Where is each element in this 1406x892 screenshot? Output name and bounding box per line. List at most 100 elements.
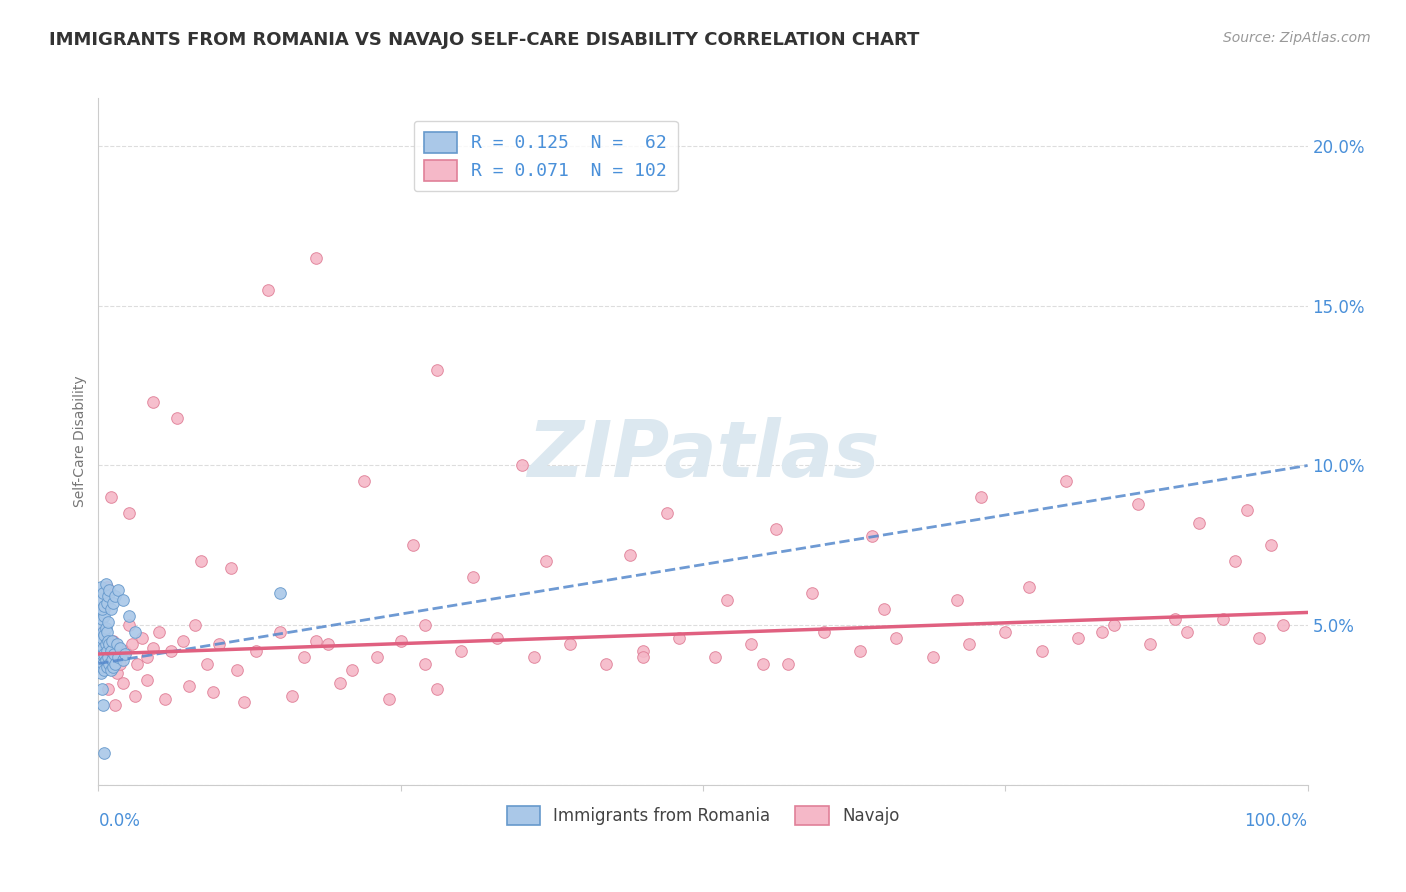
Point <box>523 650 546 665</box>
Point <box>118 618 141 632</box>
Point <box>114 647 136 661</box>
Point <box>100 644 122 658</box>
Point <box>118 608 141 623</box>
Point <box>704 650 727 665</box>
Point <box>100 602 122 616</box>
Legend: Immigrants from Romania, Navajo: Immigrants from Romania, Navajo <box>501 799 905 831</box>
Point <box>96 659 118 673</box>
Point <box>655 507 678 521</box>
Point <box>208 637 231 651</box>
Point <box>463 570 485 584</box>
Point <box>89 631 111 645</box>
Point <box>413 657 436 671</box>
Point <box>534 554 557 568</box>
Point <box>108 657 131 671</box>
Point <box>619 548 641 562</box>
Point <box>172 634 194 648</box>
Point <box>105 637 128 651</box>
Point <box>101 596 124 610</box>
Point <box>89 644 111 658</box>
Y-axis label: Self-Care Disability: Self-Care Disability <box>73 376 87 508</box>
Point <box>813 624 835 639</box>
Point <box>94 653 117 667</box>
Point <box>91 612 114 626</box>
Point <box>292 650 315 665</box>
Point <box>377 691 399 706</box>
Point <box>329 675 352 690</box>
Point <box>1031 644 1053 658</box>
Point <box>90 634 112 648</box>
Text: 100.0%: 100.0% <box>1244 813 1308 830</box>
Point <box>93 647 115 661</box>
Point <box>104 657 127 671</box>
Point <box>1091 624 1114 639</box>
Text: ZIPatlas: ZIPatlas <box>527 417 879 493</box>
Point <box>124 689 146 703</box>
Point <box>103 647 125 661</box>
Point <box>873 602 896 616</box>
Point <box>413 618 436 632</box>
Point <box>105 666 128 681</box>
Point <box>93 628 115 642</box>
Point <box>89 657 111 671</box>
Point <box>98 650 121 665</box>
Point <box>96 624 118 639</box>
Point <box>402 538 425 552</box>
Point <box>1175 624 1198 639</box>
Point <box>716 592 738 607</box>
Point <box>860 529 883 543</box>
Point <box>97 634 120 648</box>
Point <box>111 653 134 667</box>
Point <box>93 746 115 760</box>
Point <box>94 576 117 591</box>
Point <box>752 657 775 671</box>
Point <box>90 618 112 632</box>
Point <box>135 650 157 665</box>
Point <box>91 640 114 655</box>
Point <box>91 586 114 600</box>
Point <box>91 682 114 697</box>
Point <box>256 283 278 297</box>
Point <box>426 362 449 376</box>
Point <box>91 624 114 639</box>
Point <box>98 657 121 671</box>
Point <box>389 634 412 648</box>
Point <box>179 679 201 693</box>
Point <box>101 659 124 673</box>
Point <box>90 650 112 665</box>
Point <box>353 475 375 489</box>
Point <box>96 596 118 610</box>
Point <box>994 624 1017 639</box>
Point <box>100 653 122 667</box>
Point <box>142 640 165 655</box>
Point <box>1236 503 1258 517</box>
Point <box>366 650 388 665</box>
Point <box>1223 554 1246 568</box>
Point <box>97 682 120 697</box>
Point <box>127 657 149 671</box>
Point <box>91 698 114 712</box>
Point <box>1139 637 1161 651</box>
Point <box>91 602 114 616</box>
Point <box>118 507 141 521</box>
Point <box>595 657 617 671</box>
Point <box>96 644 118 658</box>
Point <box>1163 612 1185 626</box>
Point <box>98 583 121 598</box>
Point <box>100 663 122 677</box>
Point <box>1018 580 1040 594</box>
Point <box>281 689 304 703</box>
Point <box>90 580 112 594</box>
Point <box>111 675 134 690</box>
Point <box>94 622 117 636</box>
Point <box>91 657 114 671</box>
Point <box>740 637 762 651</box>
Point <box>107 583 129 598</box>
Point <box>886 631 908 645</box>
Point <box>93 602 115 616</box>
Point <box>232 695 254 709</box>
Point <box>1067 631 1090 645</box>
Point <box>1102 618 1125 632</box>
Point <box>96 580 118 594</box>
Point <box>97 650 120 665</box>
